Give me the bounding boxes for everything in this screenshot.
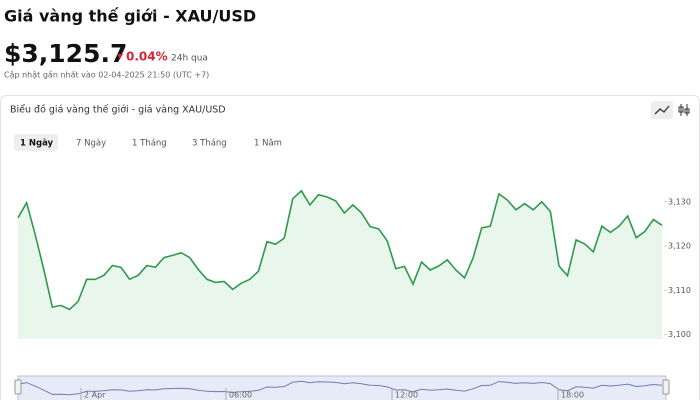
change: 0.04%: [126, 50, 168, 64]
page-title: Giá vàng thế giới - XAU/USD: [4, 7, 256, 26]
y-tick-label: 3,110: [668, 286, 691, 295]
price: $3,125.7: [4, 39, 127, 68]
area: [18, 190, 662, 339]
tab[interactable]: 1 Tháng: [132, 139, 167, 149]
tab[interactable]: 3 Tháng: [192, 139, 227, 149]
navigator-line: [17, 380, 663, 396]
down-arrow: [117, 54, 123, 59]
navigator-handle[interactable]: [662, 379, 670, 395]
tab[interactable]: 7 Ngày: [76, 139, 106, 149]
updated: Cập nhật gần nhất vào 02-04-2025 21:50 (…: [4, 70, 209, 81]
candle-icon[interactable]: [678, 104, 690, 116]
navigator-label: 12:00: [395, 391, 418, 400]
navigator-label: 06:00: [229, 391, 252, 400]
tab[interactable]: 1 Ngày: [20, 139, 54, 149]
y-tick-label: 3,100: [668, 330, 691, 339]
y-tick-label: 3,130: [668, 197, 691, 206]
navigator-label: 18:00: [561, 391, 584, 400]
chart-title: Biểu đồ giá vàng thế giới - giá vàng XAU…: [10, 105, 226, 116]
navigator-label: 2 Apr: [84, 391, 106, 400]
navigator-handle[interactable]: [14, 379, 22, 395]
period: 24h qua: [171, 54, 208, 64]
y-tick-label: 3,120: [668, 242, 691, 251]
price-line: [17, 189, 663, 311]
tab[interactable]: 1 Năm: [254, 139, 282, 149]
line-icon: [654, 105, 670, 115]
tab-selected-bg: [14, 134, 58, 151]
